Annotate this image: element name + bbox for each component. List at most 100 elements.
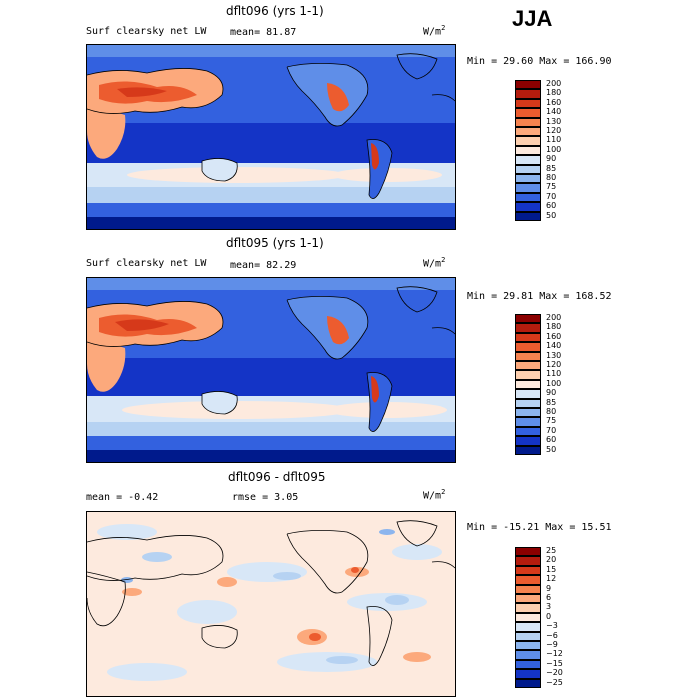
panel2-unit-base: W/m (423, 258, 442, 270)
colorbar-tick-label: 180 (546, 322, 562, 332)
colorbar-swatch (515, 314, 541, 324)
panel3-mean-value: -0.42 (128, 492, 159, 503)
colorbar-tick-label: 75 (546, 416, 557, 426)
panel2-variable: Surf clearsky net LW (86, 258, 207, 269)
colorbar-swatch (515, 398, 541, 408)
colorbar-tick-label: 20 (546, 555, 557, 565)
colorbar-tick-label: 60 (546, 201, 557, 211)
colorbar-tick-label: 180 (546, 88, 562, 98)
colorbar-swatch (515, 678, 541, 688)
colorbar-tick-label: 200 (546, 313, 562, 322)
colorbar-tick-label: 160 (546, 331, 562, 341)
colorbar-swatch (515, 89, 541, 99)
colorbar-swatch (515, 183, 541, 193)
colorbar-tick-label: −20 (546, 668, 563, 678)
colorbar-tick-label: 9 (546, 583, 552, 593)
colorbar-swatch (515, 547, 541, 557)
panel1-map-svg (87, 45, 455, 229)
panel1-map (86, 44, 456, 230)
colorbar-tick-label: 120 (546, 360, 562, 369)
colorbar-swatch (515, 594, 541, 604)
colorbar-swatch (515, 417, 541, 427)
colorbar-swatch (515, 98, 541, 109)
panel3-mean: mean = -0.42 (86, 492, 158, 503)
colorbar-swatch (515, 323, 541, 333)
colorbar-swatch (515, 650, 541, 660)
panel1-variable: Surf clearsky net LW (86, 26, 207, 37)
colorbar-tick-label: 140 (546, 341, 562, 351)
panel3-map-svg (87, 512, 455, 696)
panel2-title: dflt095 (yrs 1-1) (226, 236, 324, 250)
colorbar-swatch (515, 332, 541, 343)
colorbar-tick-label: 120 (546, 126, 562, 135)
panel3-unit-base: W/m (423, 490, 442, 502)
colorbar-tick-label: −6 (546, 630, 558, 640)
colorbar-tick-label: 200 (546, 79, 562, 88)
colorbar-tick-label: 80 (546, 407, 557, 416)
colorbar-swatch (515, 659, 541, 670)
panel2-mean-value: 82.29 (266, 260, 297, 271)
colorbar-tick-label: 85 (546, 163, 557, 173)
colorbar-tick-label: 100 (546, 378, 562, 388)
colorbar-swatch (515, 389, 541, 399)
colorbar-swatch (515, 379, 541, 390)
panel1-unit-exp: 2 (441, 24, 446, 32)
panel1-unit-base: W/m (423, 26, 442, 38)
colorbar-swatch (515, 361, 541, 371)
panel3-unit: W/m2 (423, 488, 445, 501)
colorbar-tick-label: −3 (546, 621, 558, 631)
panel3-minmax: Min = -15.21 Max = 15.51 (467, 522, 612, 533)
panel2-map (86, 277, 456, 463)
colorbar-tick-label: 25 (546, 546, 557, 555)
colorbar-tick-label: −25 (546, 677, 563, 687)
colorbar-tick-label: 50 (546, 444, 557, 454)
colorbar-swatch (515, 155, 541, 165)
panel3-unit-exp: 2 (441, 488, 446, 496)
panel2-minmax: Min = 29.81 Max = 168.52 (467, 291, 612, 302)
colorbar-swatch (515, 426, 541, 437)
colorbar-tick-label: −9 (546, 640, 558, 649)
colorbar-tick-label: 70 (546, 425, 557, 435)
panel3-mean-label: mean = (86, 492, 123, 503)
colorbar-swatch (515, 117, 541, 127)
colorbar-tick-label: 6 (546, 593, 552, 602)
colorbar-swatch (515, 612, 541, 623)
colorbar-swatch (515, 445, 541, 455)
colorbar-swatch (515, 342, 541, 352)
panel1-unit: W/m2 (423, 24, 445, 37)
colorbar-swatch (515, 436, 541, 446)
season-label: JJA (512, 6, 553, 31)
colorbar-swatch (515, 127, 541, 137)
colorbar-tick-label: 90 (546, 154, 557, 164)
colorbar-tick-label: 100 (546, 144, 562, 154)
panel2-unit: W/m2 (423, 256, 445, 269)
colorbar-swatch (515, 669, 541, 679)
colorbar-swatch (515, 211, 541, 221)
panel3-rmse-value: 3.05 (274, 492, 299, 503)
colorbar-tick-label: 110 (546, 369, 562, 379)
colorbar-tick-label: 85 (546, 397, 557, 407)
panel2-map-svg (87, 278, 455, 462)
colorbar-tick-label: 3 (546, 602, 552, 612)
colorbar-swatch (515, 622, 541, 632)
colorbar-swatch (515, 575, 541, 585)
colorbar-tick-label: −15 (546, 658, 563, 668)
colorbar-tick-label: 75 (546, 182, 557, 192)
colorbar-swatch (515, 202, 541, 212)
colorbar-tick-label: 12 (546, 574, 557, 584)
colorbar-tick-label: 50 (546, 210, 557, 220)
colorbar-swatch (515, 641, 541, 651)
colorbar-tick-label: 80 (546, 173, 557, 182)
colorbar-tick-label: −12 (546, 649, 563, 659)
colorbar-swatch (515, 565, 541, 576)
panel2-mean-label: mean= (230, 260, 261, 271)
colorbar-swatch (515, 164, 541, 174)
panel3-title: dflt096 - dflt095 (228, 470, 326, 484)
colorbar-tick-label: 90 (546, 388, 557, 398)
colorbar-tick-label: 140 (546, 107, 562, 117)
colorbar-tick-label: 130 (546, 116, 562, 126)
colorbar-swatch (515, 408, 541, 418)
panel2-unit-exp: 2 (441, 256, 446, 264)
colorbar-swatch (515, 108, 541, 118)
colorbar-swatch (515, 351, 541, 361)
